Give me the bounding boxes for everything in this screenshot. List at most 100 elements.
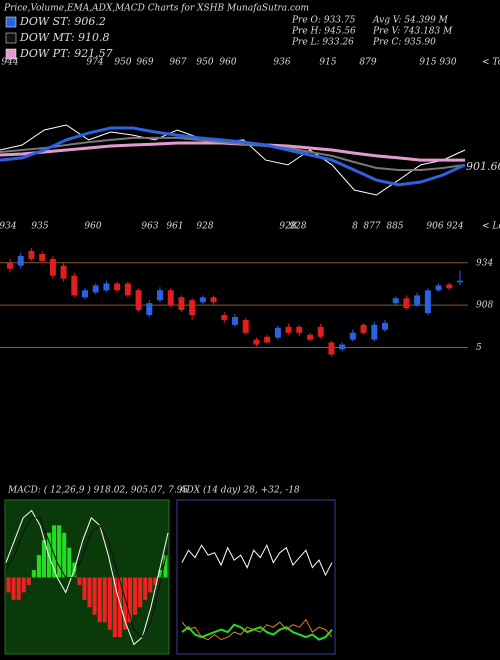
info-text: Pre V: 743.183 M	[372, 27, 453, 37]
histogram-bar	[6, 577, 11, 593]
low-label: 928	[279, 222, 296, 232]
top-label: 969	[136, 58, 153, 68]
candle-body	[285, 326, 292, 333]
candle-body	[264, 336, 271, 343]
candle-body	[349, 332, 356, 340]
histogram-bar	[57, 525, 62, 578]
panel-title: MACD: ( 12,26,9 ) 918.02, 905.07, 7.95	[7, 485, 188, 496]
candle-body	[435, 285, 442, 291]
candle-body	[253, 339, 260, 345]
low-label: 906	[426, 222, 443, 232]
candle-body	[232, 317, 238, 325]
candle-body	[328, 342, 335, 355]
candle-body	[7, 262, 13, 269]
info-text: Pre L: 933.26	[291, 38, 354, 48]
legend-label: DOW PT: 921.57	[19, 47, 113, 60]
histogram-bar	[11, 577, 16, 600]
histogram-bar	[77, 577, 82, 585]
histogram-bar	[36, 555, 41, 578]
series-line	[0, 136, 466, 171]
candle-body	[157, 290, 163, 301]
histogram-bar	[143, 577, 148, 600]
series-line	[5, 509, 169, 646]
histogram-bar	[148, 577, 153, 593]
candle-body	[307, 334, 313, 340]
candle-body	[135, 290, 142, 310]
histogram-bar	[107, 577, 112, 630]
candle-body	[82, 290, 88, 298]
histogram-bar	[158, 570, 163, 578]
candle-body	[360, 324, 367, 333]
histogram-bar	[138, 577, 143, 608]
candle-body	[39, 254, 46, 261]
series-line	[181, 618, 333, 641]
legend-swatch	[5, 48, 17, 60]
histogram-bar	[102, 577, 107, 623]
candle-body	[49, 258, 56, 276]
end-label: 901.60	[466, 160, 500, 173]
y-tick-label: 934	[476, 258, 493, 268]
legend-label: DOW MT: 910.8	[19, 31, 110, 44]
histogram-bar	[87, 577, 92, 608]
info-text: Pre C: 935.90	[372, 38, 436, 48]
top-label: 967	[169, 58, 186, 68]
legend-swatch	[5, 32, 17, 44]
info-text: Avg V: 54.399 M	[372, 16, 449, 26]
top-label: 936	[273, 58, 290, 68]
tops-label: < Tops	[482, 58, 500, 68]
legend-swatch	[5, 16, 17, 28]
low-label: 935	[31, 222, 48, 232]
low-label: 961	[166, 222, 183, 232]
candle-body	[103, 283, 110, 291]
candle-body	[317, 326, 324, 337]
histogram-bar	[112, 577, 117, 638]
candle-body	[403, 298, 410, 309]
low-label: 960	[84, 222, 101, 232]
candle-body	[457, 280, 463, 283]
low-label: 934	[0, 222, 17, 232]
series-line	[5, 517, 169, 638]
low-label: 877	[363, 222, 380, 232]
series-line	[0, 126, 466, 187]
candle-body	[71, 275, 78, 296]
candle-body	[210, 297, 217, 303]
low-label: 928	[196, 222, 213, 232]
candle-body	[167, 290, 174, 306]
candle-body	[60, 265, 67, 279]
top-label: 950	[114, 58, 131, 68]
histogram-bar	[82, 577, 87, 600]
histogram-bar	[163, 555, 168, 578]
histogram-bar	[41, 540, 46, 578]
low-label: 963	[141, 222, 158, 232]
candle-body	[392, 298, 399, 304]
top-label: 950	[196, 58, 213, 68]
histogram-bar	[128, 577, 133, 623]
candle-body	[28, 250, 35, 259]
candle-body	[371, 324, 378, 340]
y-tick-label: 908	[476, 301, 493, 311]
candle-body	[124, 283, 131, 296]
candle-body	[296, 326, 303, 333]
histogram-bar	[153, 577, 158, 585]
candle-body	[339, 344, 346, 350]
low-label: 928	[289, 222, 306, 232]
histogram-bar	[16, 577, 21, 600]
legend-label: DOW ST: 906.2	[19, 15, 106, 28]
top-label: 915	[319, 58, 336, 68]
histogram-bar	[62, 532, 67, 578]
top-label: 879	[359, 58, 376, 68]
top-label: 915	[419, 58, 436, 68]
candle-body	[92, 285, 99, 293]
histogram-bar	[117, 577, 122, 638]
histogram-bar	[21, 577, 26, 593]
candle-body	[146, 303, 153, 316]
candle-body	[382, 322, 388, 330]
series-line	[181, 543, 333, 577]
low-label: 924	[446, 222, 463, 232]
info-text: Pre H: 945.56	[291, 27, 356, 37]
histogram-bar	[122, 577, 127, 630]
top-label: 974	[86, 58, 103, 68]
candle-body	[178, 297, 185, 310]
